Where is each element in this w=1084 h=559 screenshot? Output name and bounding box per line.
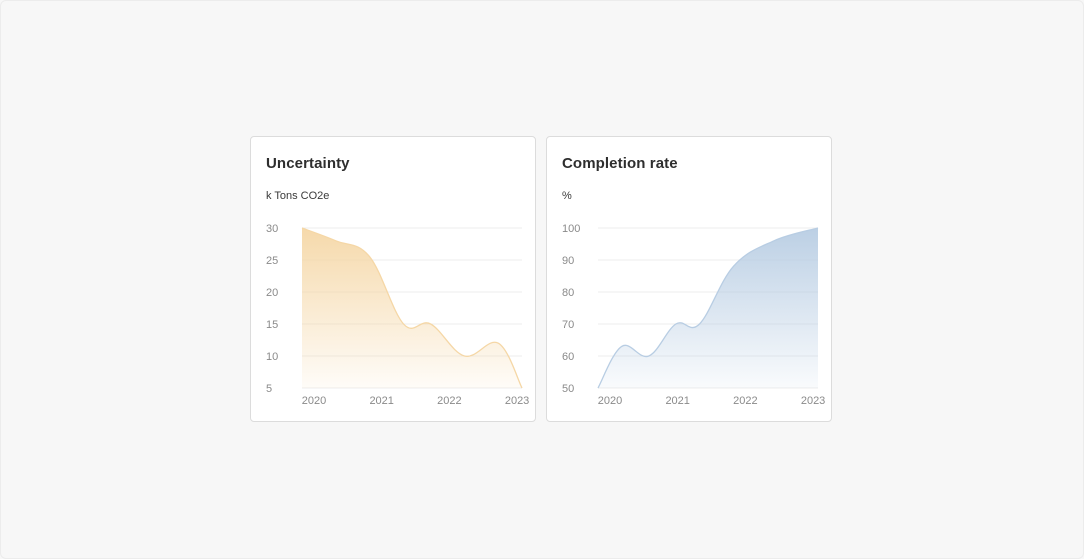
data-point [521,387,523,389]
data-point [597,387,599,389]
y-tick-label: 90 [562,255,574,267]
x-tick-label: 2023 [505,395,529,407]
data-point [335,240,337,242]
completion-rate-chart-card: Completion rate % 100 90 80 70 60 50 2020 2021 2… [546,136,832,422]
x-tick-label: 2021 [665,395,689,407]
data-point [773,240,775,242]
data-point [430,323,432,325]
y-axis-unit-label: k Tons CO2e [266,190,330,202]
y-tick-label: 5 [266,383,272,395]
chart-title: Uncertainty [266,155,350,172]
uncertainty-chart: 30 25 20 15 10 5 2020 2021 2022 2023 [266,223,529,407]
y-tick-label: 20 [266,287,278,299]
series-area [302,228,522,388]
y-tick-label: 50 [562,383,574,395]
y-tick-label: 25 [266,255,278,267]
data-point [675,323,677,325]
y-tick-label: 80 [562,287,574,299]
data-point [301,227,303,229]
data-point [403,323,405,325]
x-tick-label: 2021 [369,395,393,407]
y-tick-label: 60 [562,351,574,363]
x-tick-label: 2022 [733,395,757,407]
uncertainty-chart-card: Uncertainty k Tons CO2e 30 25 20 15 10 5 2020 2… [250,136,536,422]
y-tick-label: 30 [266,223,278,235]
completion-rate-chart: 100 90 80 70 60 50 2020 2021 2022 2023 [562,223,825,407]
data-point [699,323,701,325]
data-point [648,355,650,357]
x-tick-label: 2022 [437,395,461,407]
y-axis-unit-label: % [562,190,572,202]
data-point [621,346,623,348]
series-line [301,227,523,389]
data-point [464,355,466,357]
series-line [597,227,819,389]
y-tick-label: 15 [266,319,278,331]
y-tick-label: 70 [562,319,574,331]
x-tick-label: 2020 [598,395,622,407]
chart-title: Completion rate [562,155,678,172]
series-area [598,228,818,388]
data-point [817,227,819,229]
y-tick-label: 10 [266,351,278,363]
x-tick-label: 2020 [302,395,326,407]
data-point [498,342,500,344]
x-tick-label: 2023 [801,395,825,407]
data-point [733,266,735,268]
data-point [369,256,371,258]
y-tick-label: 100 [562,223,580,235]
